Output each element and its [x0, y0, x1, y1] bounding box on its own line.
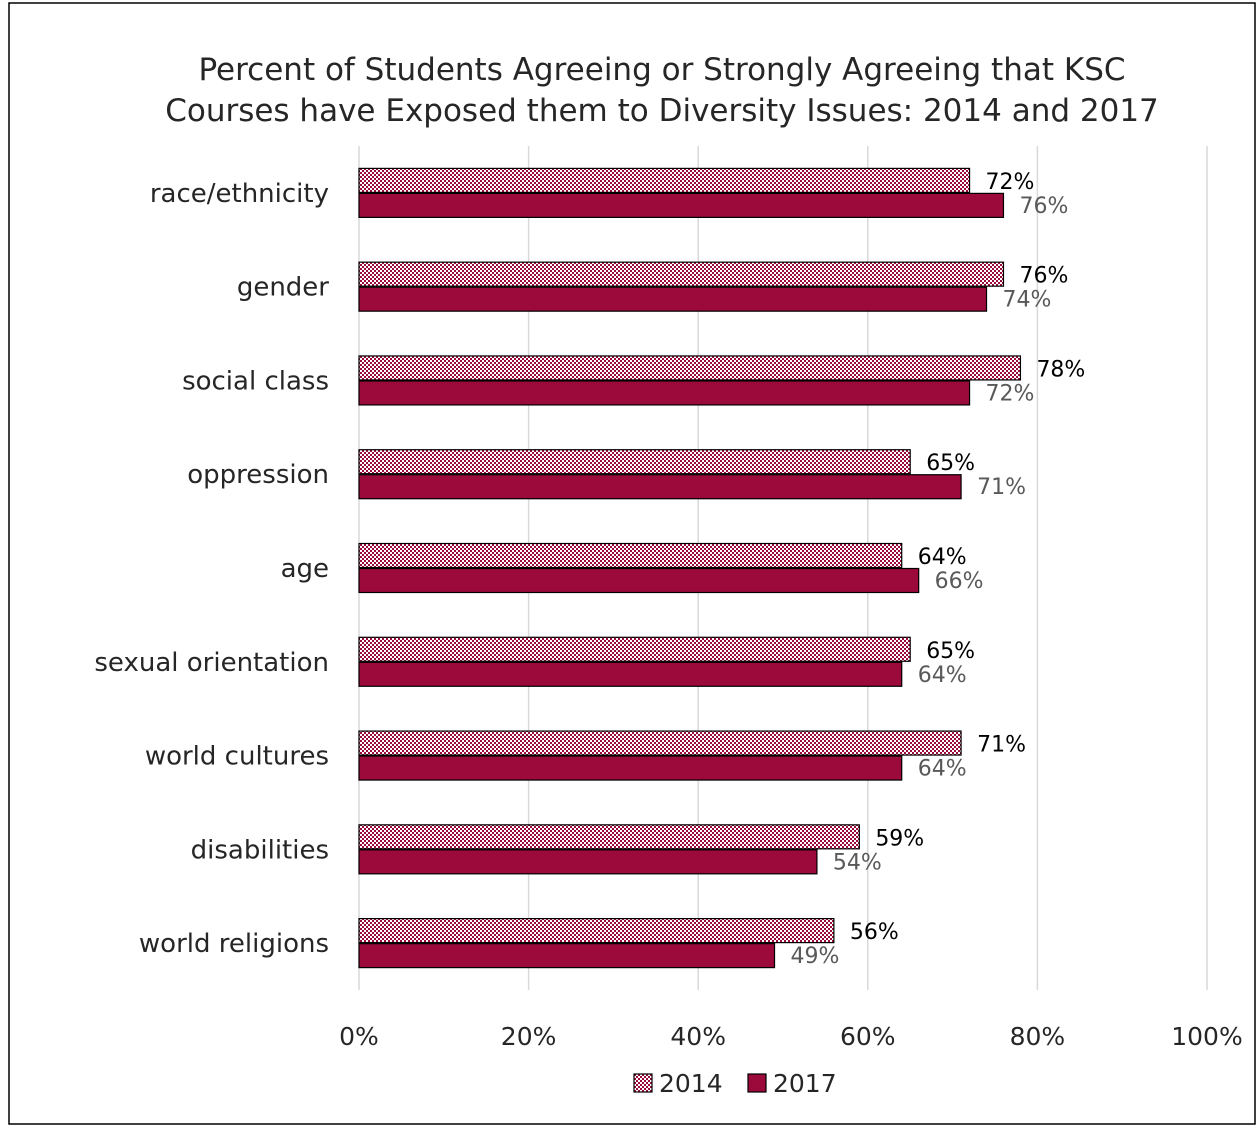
- category-labels: race/ethnicity gender social class oppressi…: [94, 179, 329, 959]
- data-label-2014: 59%: [875, 826, 924, 851]
- bar-2017: [358, 755, 903, 781]
- chart-title-line: Courses have Exposed them to Diversity I…: [165, 93, 1159, 129]
- data-label-2014: 65%: [926, 451, 975, 476]
- data-label-2017: 54%: [833, 850, 882, 875]
- bar-2014: [358, 261, 1005, 287]
- bar-2017: [358, 661, 903, 687]
- bar-2014: [358, 167, 971, 193]
- data-label-2014: 56%: [850, 920, 899, 945]
- bar-2017: [358, 474, 962, 500]
- chart-title-line: Percent of Students Agreeing or Strongly…: [198, 52, 1125, 88]
- category-label: oppression: [187, 460, 329, 490]
- data-label-2017: 49%: [791, 944, 840, 969]
- x-tick-label: 100%: [1171, 1022, 1242, 1051]
- bars: 72%76%76%74%78%72%65%71%64%66%65%64%71%6…: [358, 167, 1085, 969]
- legend-label-2014: 2014: [659, 1069, 723, 1098]
- bar-2014: [358, 730, 962, 756]
- data-label-2014: 72%: [986, 170, 1035, 195]
- legend-label-2017: 2017: [773, 1069, 837, 1098]
- category-label: gender: [237, 273, 329, 303]
- chart-border: [8, 2, 1256, 1125]
- category-label: disabilities: [191, 835, 329, 865]
- category-label: world cultures: [145, 742, 329, 772]
- bar-2014: [358, 449, 911, 475]
- bar-2014: [358, 918, 835, 944]
- legend-swatch-2017: [747, 1073, 767, 1093]
- chart-title: Percent of Students Agreeing or Strongly…: [165, 52, 1159, 129]
- legend: 2014 2017: [633, 1069, 837, 1098]
- data-label-2017: 72%: [986, 381, 1035, 406]
- legend-swatch-2014: [633, 1073, 653, 1093]
- data-label-2014: 65%: [926, 639, 975, 664]
- x-axis-ticks: 0% 20% 40% 60% 80% 100%: [339, 1022, 1243, 1051]
- bar-2017: [358, 192, 1005, 218]
- data-label-2014: 78%: [1036, 357, 1085, 382]
- bar-2017: [358, 286, 988, 312]
- x-tick-label: 0%: [339, 1022, 379, 1051]
- data-label-2017: 71%: [977, 475, 1026, 500]
- category-label: social class: [182, 366, 329, 396]
- category-label: sexual orientation: [94, 648, 329, 678]
- bar-2017: [358, 567, 920, 594]
- bar-2017: [358, 849, 818, 875]
- x-tick-label: 20%: [501, 1022, 557, 1051]
- data-label-2017: 74%: [1003, 288, 1052, 313]
- data-label-2017: 66%: [935, 569, 984, 594]
- data-label-2014: 71%: [977, 733, 1026, 758]
- category-label: world religions: [139, 929, 329, 959]
- data-label-2014: 64%: [918, 545, 967, 570]
- category-label: race/ethnicity: [150, 179, 329, 209]
- bar-2014: [358, 636, 911, 662]
- bar-2014: [358, 355, 1022, 381]
- data-label-2017: 76%: [1019, 194, 1068, 219]
- bar-2017: [358, 380, 971, 406]
- data-label-2017: 64%: [918, 663, 967, 688]
- bar-2014: [358, 542, 903, 569]
- x-tick-label: 40%: [670, 1022, 726, 1051]
- bar-2017: [358, 943, 776, 969]
- data-label-2014: 76%: [1019, 264, 1068, 289]
- x-tick-label: 60%: [840, 1022, 896, 1051]
- category-label: age: [281, 554, 329, 584]
- x-tick-label: 80%: [1010, 1022, 1066, 1051]
- bar-2014: [358, 824, 860, 850]
- data-label-2017: 64%: [918, 757, 967, 782]
